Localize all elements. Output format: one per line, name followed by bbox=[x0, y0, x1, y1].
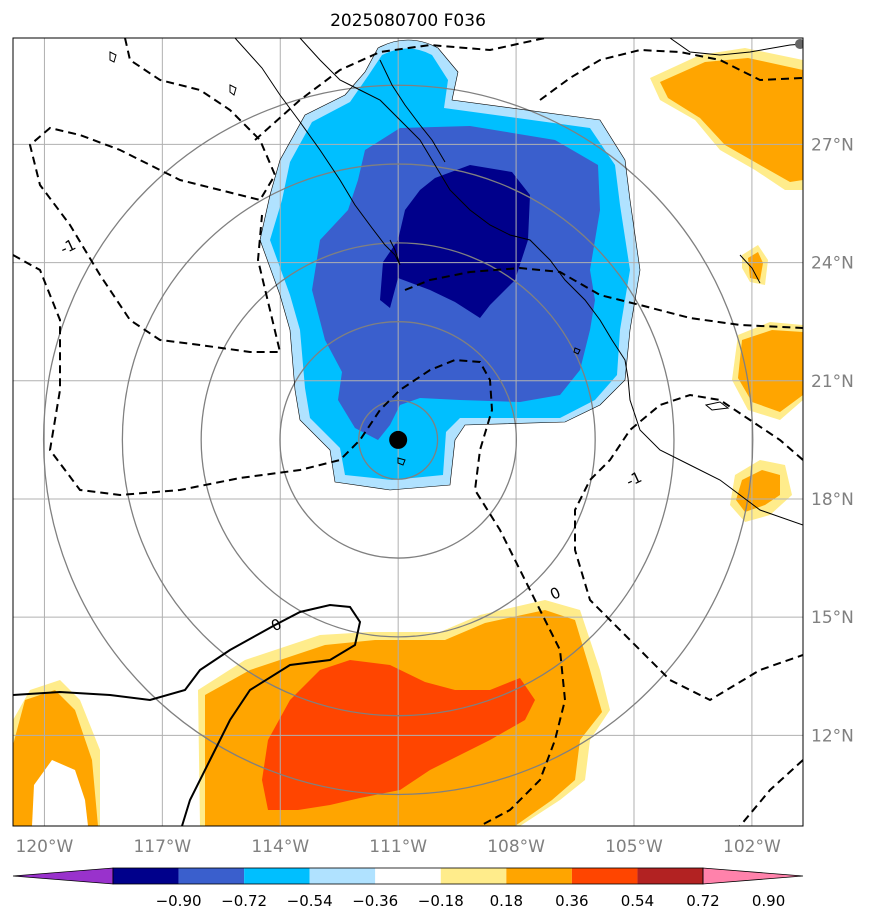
map-plot-area: 0 0 -1 -1 bbox=[13, 38, 803, 826]
island-4 bbox=[109, 51, 117, 63]
y-tick-label-1: 15°N bbox=[811, 608, 854, 628]
contour-label-0: 0 bbox=[268, 615, 284, 635]
plot-frame bbox=[12, 37, 804, 827]
colorbar-segment-7 bbox=[571, 868, 638, 884]
contour-neg1-outer bbox=[13, 254, 567, 826]
colorbar-tick-label-4: −0.18 bbox=[418, 892, 464, 910]
contour-outline-blue bbox=[259, 39, 641, 491]
range-ring-4 bbox=[42, 84, 754, 796]
solid-contours bbox=[13, 603, 362, 826]
shaded-field bbox=[13, 40, 803, 826]
x-tick-label-3: 111°W bbox=[369, 837, 427, 857]
range-ring-1 bbox=[279, 321, 518, 559]
colorbar-tick-label-8: 0.72 bbox=[686, 892, 719, 910]
colorbar-segment-3 bbox=[309, 868, 376, 884]
range-rings bbox=[42, 84, 754, 796]
island-2 bbox=[573, 347, 581, 355]
x-tick-label-6: 102°W bbox=[723, 837, 781, 857]
corner-marker bbox=[795, 39, 803, 49]
y-tick-label-0: 12°N bbox=[811, 726, 854, 746]
island-3 bbox=[704, 401, 730, 411]
contour-neg1-west bbox=[28, 38, 282, 353]
colorbar: −0.90 −0.72 −0.54 −0.36 −0.18 0.18 0.36 0.54 0.7… bbox=[12, 867, 804, 910]
grid bbox=[13, 38, 803, 826]
coastlines bbox=[109, 38, 803, 526]
colorbar-tick-label-1: −0.72 bbox=[221, 892, 267, 910]
colorbar-tick-label-0: −0.90 bbox=[156, 892, 202, 910]
contour-neg1-ne bbox=[539, 48, 803, 101]
contour-label-3: -1 bbox=[623, 468, 644, 491]
y-tick-label-5: 27°N bbox=[811, 135, 854, 155]
center-marker bbox=[389, 430, 408, 449]
coastline-east bbox=[739, 254, 761, 284]
colorbar-tick-label-6: 0.36 bbox=[555, 892, 588, 910]
colorbar-segment-4 bbox=[375, 868, 441, 884]
colorbar-segment-8 bbox=[637, 868, 703, 884]
x-axis-ticks: 120°W 117°W 114°W 111°W 108°W 105°W 102°W bbox=[16, 837, 781, 857]
contour-zero bbox=[13, 603, 362, 826]
colorbar-segment-0 bbox=[113, 868, 179, 884]
colorbar-extend-low bbox=[12, 867, 114, 885]
coastline-north bbox=[669, 38, 803, 56]
shade-pos-ne-036 bbox=[660, 58, 803, 182]
colorbar-segment-2 bbox=[244, 868, 310, 884]
shade-hole-sw bbox=[32, 760, 88, 826]
contour-neg1-north bbox=[254, 38, 546, 141]
colorbar-tick-label-9: 0.90 bbox=[752, 892, 785, 910]
colorbar-segment-5 bbox=[440, 868, 507, 884]
x-tick-label-0: 120°W bbox=[16, 837, 74, 857]
x-tick-label-5: 105°W bbox=[605, 837, 663, 857]
dashed-contours bbox=[13, 38, 803, 826]
y-tick-label-2: 18°N bbox=[811, 490, 854, 510]
colorbar-extend-high bbox=[702, 867, 804, 885]
colorbar-frame bbox=[112, 867, 704, 885]
range-ring-2 bbox=[200, 242, 596, 638]
y-tick-label-4: 24°N bbox=[811, 254, 854, 274]
shade-neg-072 bbox=[380, 165, 530, 318]
y-tick-label-3: 21°N bbox=[811, 372, 854, 392]
colorbar-tick-label-5: 0.18 bbox=[490, 892, 523, 910]
chart-title: 2025080700 F036 bbox=[330, 11, 486, 31]
range-ring-0 bbox=[358, 399, 439, 480]
colorbar-tick-label-2: −0.54 bbox=[287, 892, 333, 910]
coastline-baja bbox=[234, 38, 401, 266]
x-tick-label-1: 117°W bbox=[133, 837, 191, 857]
island-5 bbox=[229, 84, 237, 96]
colorbar-segment-1 bbox=[178, 868, 245, 884]
contour-neg1-se2 bbox=[739, 759, 803, 826]
colorbar-segment-6 bbox=[506, 868, 572, 884]
contour-neg1-se bbox=[574, 393, 803, 702]
colorbar-tick-label-3: −0.36 bbox=[352, 892, 398, 910]
contour-label-2: -1 bbox=[57, 236, 78, 259]
x-tick-label-4: 108°W bbox=[487, 837, 545, 857]
range-ring-3 bbox=[121, 163, 675, 717]
y-axis-ticks: 12°N 15°N 18°N 21°N 24°N 27°N bbox=[811, 135, 854, 746]
shade-pos-e2-036 bbox=[738, 330, 803, 412]
coastline-gulf-inner bbox=[379, 59, 446, 163]
coastline-mainland bbox=[299, 38, 803, 526]
colorbar-tick-label-7: 0.54 bbox=[621, 892, 654, 910]
island-1 bbox=[397, 457, 406, 466]
x-tick-label-2: 114°W bbox=[251, 837, 309, 857]
contour-label-1: 0 bbox=[547, 583, 563, 603]
